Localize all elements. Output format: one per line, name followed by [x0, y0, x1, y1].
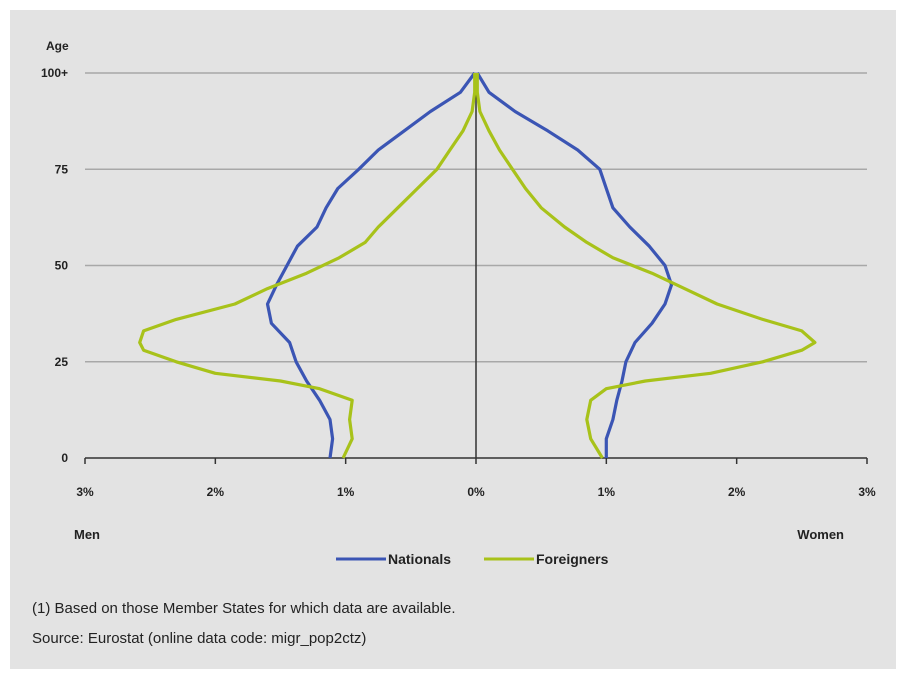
y-tick-label: 0 — [61, 451, 68, 465]
legend-label-nationals: Nationals — [388, 551, 451, 567]
series-line-foreigners-women — [475, 73, 817, 459]
x-tick-label: 1% — [598, 485, 616, 499]
men-label: Men — [74, 527, 100, 542]
chart-panel: Age Men Women 0 25 50 75 100+ 3% 2% 1% 0% 1% 2% 3% … — [10, 10, 896, 669]
y-tick-label: 25 — [55, 355, 69, 369]
source-note: Source: Eurostat (online data code: migr… — [32, 630, 367, 647]
y-axis-label: Age — [46, 39, 69, 53]
x-tick-label: 0% — [467, 485, 485, 499]
x-tick-label: 2% — [207, 485, 225, 499]
y-tick-label: 100+ — [41, 66, 68, 80]
legend: Nationals Foreigners — [336, 551, 609, 567]
legend-label-foreigners: Foreigners — [536, 551, 609, 567]
series-lines — [138, 72, 817, 459]
x-tick-label: 2% — [728, 485, 746, 499]
x-tick-label: 3% — [76, 485, 94, 499]
axes — [84, 73, 868, 464]
x-tick-label: 1% — [337, 485, 355, 499]
x-tick-label: 3% — [858, 485, 876, 499]
series-line-nationals-women — [475, 72, 674, 458]
y-tick-label: 75 — [55, 162, 69, 176]
series-line-nationals-men — [265, 72, 476, 459]
women-label: Women — [797, 527, 844, 542]
series-line-foreigners-men — [138, 73, 477, 459]
y-tick-label: 50 — [55, 259, 69, 273]
footnote: (1) Based on those Member States for whi… — [32, 600, 456, 617]
axis-labels: Age Men Women 0 25 50 75 100+ 3% 2% 1% 0% 1% 2% 3% — [41, 39, 876, 542]
